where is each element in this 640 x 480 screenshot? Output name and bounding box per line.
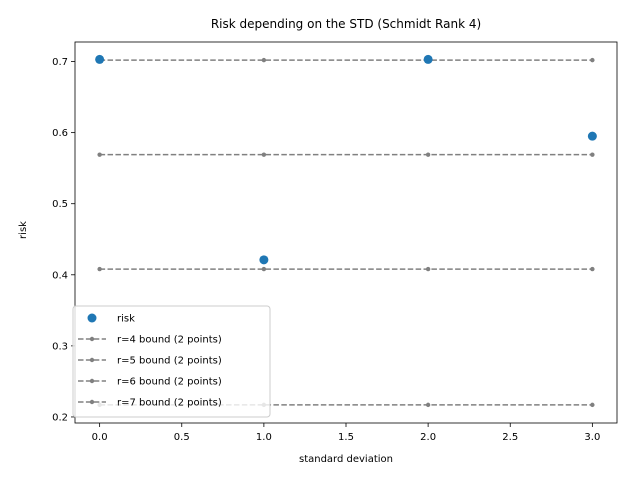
x-tick-label: 0.5 bbox=[174, 432, 190, 443]
chart-title: Risk depending on the STD (Schmidt Rank … bbox=[211, 17, 481, 31]
x-tick-label: 2.5 bbox=[502, 432, 518, 443]
legend: risk r=4 bound (2 points) r=5 bound (2 poi… bbox=[72, 305, 271, 418]
y-tick-label: 0.7 bbox=[52, 57, 68, 68]
y-tick-label: 0.5 bbox=[52, 199, 68, 210]
bound-point bbox=[590, 152, 595, 157]
scatter-points bbox=[95, 54, 597, 265]
y-axis-label: risk bbox=[18, 221, 29, 239]
bound-point bbox=[425, 402, 431, 408]
legend-label-r-5-bound-2-points: r=5 bound (2 points) bbox=[117, 356, 222, 367]
risk-point bbox=[95, 54, 105, 64]
y-tick-label: 0.3 bbox=[52, 341, 68, 352]
bound-point bbox=[590, 57, 595, 63]
legend-label-r-4-bound-2-points: r=4 bound (2 points) bbox=[117, 335, 222, 346]
x-axis-label: standard deviation bbox=[299, 454, 393, 465]
risk-point bbox=[423, 54, 433, 64]
risk-point bbox=[259, 255, 269, 265]
legend-marker-risk bbox=[87, 313, 97, 323]
bound-point bbox=[425, 266, 431, 272]
legend-marker-r-4-bound-2-points bbox=[89, 336, 95, 342]
y-tick-label: 0.6 bbox=[52, 128, 68, 139]
bound-point bbox=[97, 266, 102, 272]
x-axis-ticks: 0.0 0.5 1.0 1.5 2.0 2.5 3.0 bbox=[92, 423, 600, 443]
legend-marker-r-5-bound-2-points bbox=[89, 357, 95, 363]
x-tick-label: 1.5 bbox=[338, 432, 354, 443]
bound-point bbox=[97, 152, 102, 157]
x-tick-label: 2.0 bbox=[420, 432, 436, 443]
bound-point bbox=[590, 402, 595, 408]
y-tick-label: 0.4 bbox=[52, 270, 68, 281]
legend-marker-r-6-bound-2-points bbox=[89, 378, 95, 384]
x-tick-label: 3.0 bbox=[584, 432, 600, 443]
legend-label-r-6-bound-2-points: r=6 bound (2 points) bbox=[117, 377, 222, 388]
bound-point bbox=[261, 57, 267, 63]
bound-point bbox=[425, 152, 431, 157]
y-axis-ticks: 0.2 0.3 0.4 0.5 0.6 0.7 bbox=[52, 57, 75, 423]
x-tick-label: 0.0 bbox=[92, 432, 108, 443]
legend-label-risk: risk bbox=[117, 314, 135, 325]
x-tick-label: 1.0 bbox=[256, 432, 272, 443]
legend-box bbox=[72, 305, 271, 418]
legend-label-r-7-bound-2-points: r=7 bound (2 points) bbox=[117, 398, 222, 409]
y-tick-label: 0.2 bbox=[52, 412, 68, 423]
legend-marker-r-7-bound-2-points bbox=[89, 399, 95, 405]
bound-point bbox=[590, 266, 595, 272]
bound-point bbox=[261, 266, 267, 272]
risk-point bbox=[587, 131, 597, 141]
bound-point bbox=[261, 152, 267, 157]
